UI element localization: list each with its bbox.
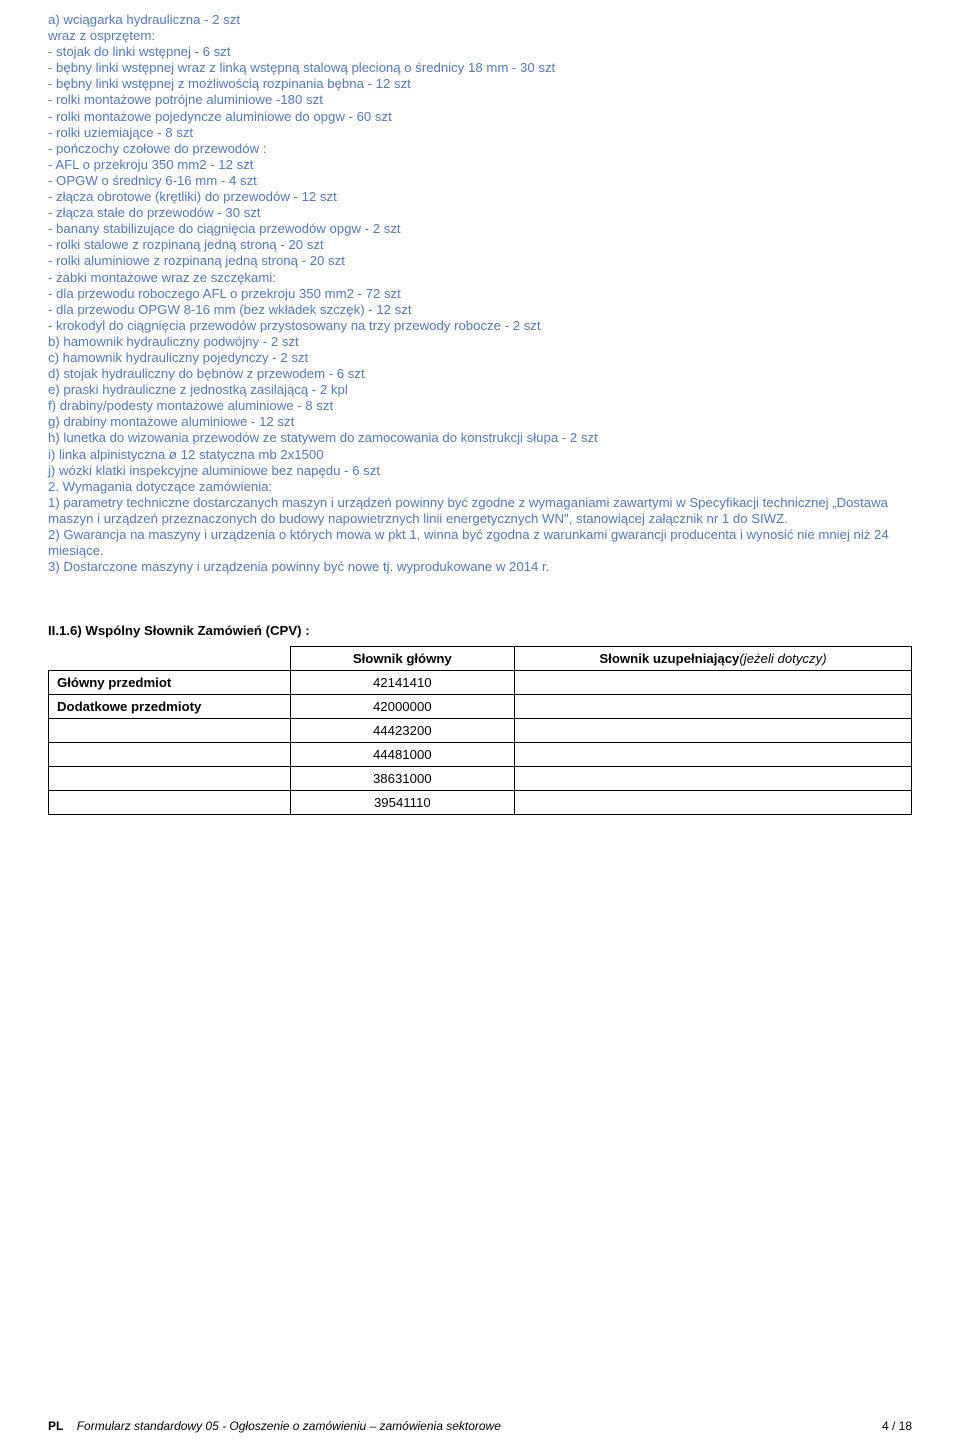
code-additional: 38631000 [290,767,514,791]
label-empty [49,719,291,743]
body-text: a) wciągarka hydrauliczna - 2 szt wraz z… [48,12,912,575]
label-empty [49,743,291,767]
label-empty [49,767,291,791]
table-row: 44423200 [49,719,912,743]
table-row: Dodatkowe przedmioty 42000000 [49,695,912,719]
code-additional: 42000000 [290,695,514,719]
label-additional-subjects: Dodatkowe przedmioty [49,695,291,719]
code-additional: 44423200 [290,719,514,743]
footer: PL Formularz standardowy 05 - Ogłoszenie… [48,1419,912,1433]
footer-pl: PL [48,1419,63,1433]
table-row: 38631000 [49,767,912,791]
table-row: Główny przedmiot 42141410 [49,671,912,695]
code-additional: 44481000 [290,743,514,767]
table-row: 44481000 [49,743,912,767]
supp-cell [515,743,912,767]
supp-cell [515,791,912,815]
supp-cell [515,695,912,719]
footer-title: Formularz standardowy 05 - Ogłoszenie o … [77,1419,501,1433]
footer-left: PL Formularz standardowy 05 - Ogłoszenie… [48,1419,501,1433]
table-header-supp: Słownik uzupełniający(jeżeli dotyczy) [515,647,912,671]
supp-cell [515,767,912,791]
page: a) wciągarka hydrauliczna - 2 szt wraz z… [0,0,960,1451]
table-header-supp-label: Słownik uzupełniający [599,651,739,666]
cpv-heading: II.1.6) Wspólny Słownik Zamówień (CPV) : [48,623,912,638]
table-row: Słownik główny Słownik uzupełniający(jeż… [49,647,912,671]
table-row: 39541110 [49,791,912,815]
supp-cell [515,719,912,743]
table-header-supp-note: (jeżeli dotyczy) [739,651,826,666]
code-additional: 39541110 [290,791,514,815]
label-main-subject: Główny przedmiot [49,671,291,695]
table-header-empty [49,647,291,671]
label-empty [49,791,291,815]
footer-page: 4 / 18 [882,1419,912,1433]
table-header-main: Słownik główny [290,647,514,671]
code-main: 42141410 [290,671,514,695]
cpv-table: Słownik główny Słownik uzupełniający(jeż… [48,646,912,815]
supp-cell [515,671,912,695]
